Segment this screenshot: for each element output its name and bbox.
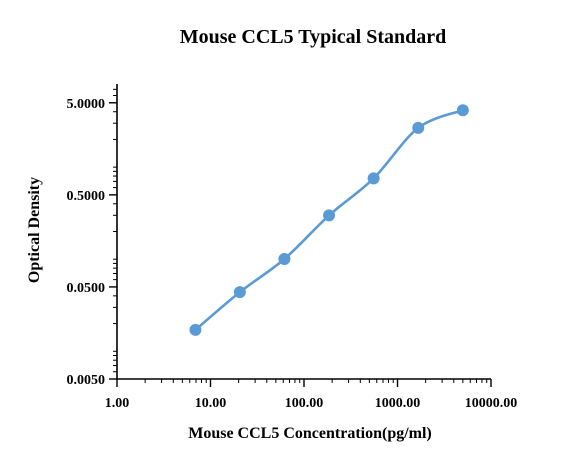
y-tick-label: 5.0000 [67, 97, 106, 112]
data-point [456, 104, 469, 117]
chart-title: Mouse CCL5 Typical Standard [180, 26, 447, 48]
x-tick-label: 10.00 [195, 396, 227, 411]
data-point [278, 253, 291, 266]
series-layer [189, 104, 469, 336]
x-tick-label: 100.00 [285, 396, 324, 411]
axes: 1.00 10.00 100.00 1000.00 10000.00 0.0050 0.05… [67, 84, 518, 411]
y-tick-label: 0.0050 [67, 373, 106, 388]
data-point [323, 209, 336, 222]
y-tick-label: 0.5000 [67, 189, 106, 204]
x-tick-label: 1.00 [105, 396, 130, 411]
x-axis-label: Mouse CCL5 Concentration(pg/ml) [188, 425, 432, 442]
y-axis-label: Optical Density [26, 177, 43, 283]
x-tick-label: 1000.00 [375, 396, 421, 411]
data-point [412, 121, 425, 134]
data-point [367, 172, 380, 185]
data-point [189, 323, 202, 336]
x-tick-label: 10000.00 [465, 396, 518, 411]
data-point [233, 286, 246, 299]
y-tick-label: 0.0500 [67, 281, 106, 296]
